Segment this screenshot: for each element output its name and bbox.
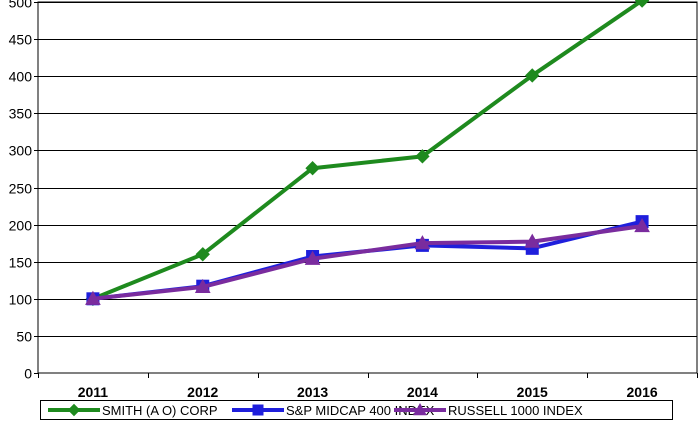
legend-entry: SMITH (A O) CORP [48,403,218,418]
series-line [92,224,643,301]
data-point [634,218,650,233]
y-tick-label: 400 [9,69,33,85]
series-layer [85,0,650,307]
legend-swatch-marker [252,404,264,416]
y-tick-label: 200 [9,218,33,234]
data-point [524,233,541,248]
plot-frame [37,1,698,374]
data-point [194,278,211,294]
x-tick-label: 2011 [78,384,109,400]
y-tick-label: 100 [9,292,33,308]
axis-layer: 0 50 100 150 200 250 300 350 400 450 500 2011 2012 20… [9,0,698,400]
y-tick-label: 50 [16,329,32,345]
legend-box [40,400,673,420]
x-tick-label: 2015 [517,384,548,400]
y-tick-label: 500 [9,0,33,11]
data-point [305,161,320,176]
legend-swatch-marker [67,403,81,417]
grid-layer [37,1,698,374]
series-3 [85,218,650,305]
data-point [525,68,540,83]
data-point [415,149,430,164]
data-point [414,235,431,250]
legend-swatch-marker [413,402,427,416]
y-tick-label: 150 [9,255,33,271]
legend-entry: S&P MIDCAP 400 INDEX [232,403,435,418]
series-line [92,0,644,301]
y-tick-label: 250 [9,181,33,197]
legend-entry: RUSSELL 1000 INDEX [394,402,583,418]
x-tick-label: 2013 [297,384,328,400]
y-tick-label: 300 [9,143,33,159]
data-point [195,247,210,262]
y-tick-label: 0 [24,366,32,382]
data-point [634,0,650,8]
legend: SMITH (A O) CORP S&P MIDCAP 400 INDEX RUSS… [40,400,673,420]
x-tick-label: 2012 [187,384,218,400]
legend-label: RUSSELL 1000 INDEX [448,403,583,418]
legend-label: S&P MIDCAP 400 INDEX [286,403,435,418]
y-tick-label: 350 [9,106,33,122]
data-point [85,290,101,305]
x-tick-label: 2016 [627,384,658,400]
legend-label: SMITH (A O) CORP [102,403,218,418]
x-tick-label: 2014 [407,384,438,400]
y-tick-label: 450 [9,32,33,48]
data-point [304,250,321,265]
